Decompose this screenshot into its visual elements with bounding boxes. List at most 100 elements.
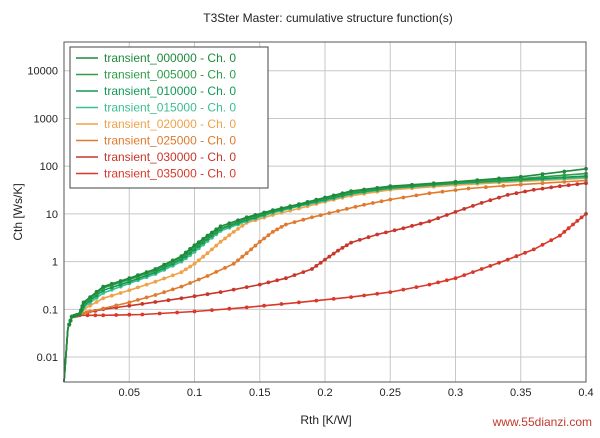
series-point (262, 236, 266, 241)
series-point (101, 296, 106, 301)
series-point (331, 297, 336, 301)
series-point (327, 211, 332, 216)
series-point (575, 182, 580, 187)
series-point (253, 243, 258, 248)
series-point (431, 181, 436, 186)
series-point (67, 322, 72, 327)
series-point (170, 287, 175, 292)
series-point (109, 293, 114, 298)
series-point (462, 273, 467, 277)
series-point (475, 178, 480, 183)
series-point (427, 219, 432, 224)
series-point (227, 306, 232, 311)
series-point (166, 298, 171, 303)
series-point (101, 284, 106, 289)
series-point (183, 267, 188, 272)
series-point (157, 311, 162, 316)
y-axis-label: Cth [Ws/K] (11, 183, 25, 240)
series-point (401, 287, 406, 292)
series-point (327, 254, 332, 259)
series-point (531, 247, 536, 252)
series-point (218, 290, 223, 294)
series-point (340, 191, 345, 196)
y-tick-label: 0.01 (37, 352, 58, 364)
series-point (523, 189, 527, 194)
series-point (179, 296, 184, 301)
series-point (192, 309, 197, 314)
series-point (292, 220, 297, 225)
y-tick-label: 100 (40, 161, 58, 173)
series-point (410, 182, 414, 187)
y-tick-label: 10000 (27, 66, 58, 78)
series-point (162, 262, 167, 267)
series-point (114, 313, 119, 317)
x-tick-label: 0.3 (448, 387, 463, 399)
series-point (240, 254, 245, 259)
series-point (196, 277, 201, 282)
series-point (414, 193, 419, 198)
legend-entry: transient_035000 - Ch. 0 (104, 167, 236, 181)
series-point (85, 313, 90, 318)
series-point (388, 197, 393, 202)
series-point (297, 202, 301, 207)
series-point (101, 313, 106, 318)
series-point (231, 261, 236, 266)
series-point (453, 188, 458, 193)
series-point (375, 186, 380, 190)
series-point (153, 300, 158, 304)
series-point (127, 312, 132, 317)
series-point (77, 312, 82, 316)
legend-box (69, 46, 269, 189)
series-point (497, 176, 501, 181)
series-point (210, 247, 214, 252)
series-point (93, 313, 98, 318)
series-point (279, 225, 284, 229)
series-point (244, 215, 249, 220)
series-point (118, 279, 123, 283)
series-point (88, 309, 92, 314)
series-point (288, 204, 293, 209)
series-point (297, 300, 301, 305)
legend-entry: transient_005000 - Ch. 0 (104, 68, 236, 82)
series-point (375, 291, 380, 296)
series-point (210, 230, 214, 235)
series-point (236, 227, 240, 231)
y-tick-label: 1000 (34, 113, 58, 125)
series-point (497, 260, 501, 265)
series-point (266, 233, 271, 238)
series-point (497, 195, 501, 200)
series-point (462, 207, 467, 211)
series-point (170, 273, 175, 278)
series-point (266, 280, 271, 285)
series-point (188, 281, 193, 285)
series-point (362, 187, 366, 192)
series-group (63, 166, 588, 383)
series-point (305, 200, 310, 204)
series-point (466, 186, 471, 191)
series-point (136, 298, 140, 302)
legend-entry: transient_025000 - Ch. 0 (104, 134, 236, 148)
series-point (418, 221, 423, 226)
series-point (314, 197, 319, 202)
series-point (183, 250, 188, 255)
series-point (284, 222, 288, 227)
series-point (284, 276, 288, 281)
series-point (484, 185, 488, 190)
series-point (549, 185, 554, 190)
series-point (153, 279, 158, 284)
series-point (323, 195, 327, 200)
series-point (436, 216, 440, 221)
series-point (362, 202, 366, 207)
series-point (388, 290, 393, 294)
series-point (340, 246, 345, 250)
legend: transient_000000 - Ch. 0 transient_005000… (69, 46, 269, 189)
series-point (109, 281, 114, 286)
series-point (214, 270, 219, 274)
series-point (414, 285, 419, 289)
series-point (440, 189, 445, 194)
series-point (140, 312, 145, 317)
series-point (344, 243, 349, 248)
series-point (566, 183, 571, 188)
series-point (371, 201, 375, 205)
